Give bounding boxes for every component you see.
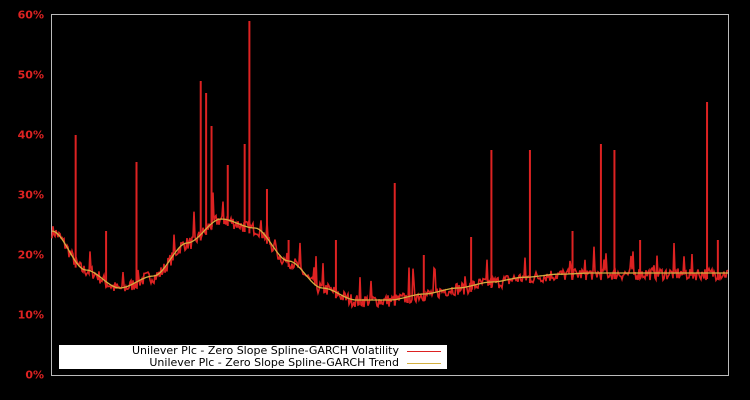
legend: Unilever Plc - Zero Slope Spline-GARCH V… (59, 344, 447, 369)
legend-item-trend: Unilever Plc - Zero Slope Spline-GARCH T… (149, 356, 399, 369)
legend-label-trend: Unilever Plc - Zero Slope Spline-GARCH T… (149, 356, 399, 369)
legend-label-volatility: Unilever Plc - Zero Slope Spline-GARCH V… (131, 344, 399, 357)
y-tick-label: 30% (17, 188, 44, 202)
y-tick-label: 40% (17, 128, 44, 142)
legend-swatch-volatility (407, 351, 441, 352)
legend-item-volatility: Unilever Plc - Zero Slope Spline-GARCH V… (132, 344, 399, 357)
legend-swatch-trend (407, 363, 441, 364)
trend-series (51, 218, 728, 301)
plot-area-frame (51, 14, 729, 376)
y-tick-label: 10% (17, 308, 44, 322)
volatility-series (51, 21, 729, 310)
y-tick-label: 50% (17, 68, 44, 82)
y-tick-label: 60% (17, 8, 44, 22)
y-tick-label: 20% (17, 248, 44, 262)
y-tick-label: 0% (25, 368, 44, 382)
